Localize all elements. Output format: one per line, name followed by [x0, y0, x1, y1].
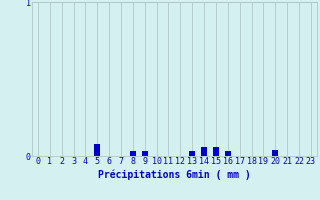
Bar: [272, 150, 278, 156]
Bar: [142, 151, 148, 156]
Bar: [225, 151, 231, 156]
Bar: [189, 151, 195, 156]
Bar: [213, 147, 219, 156]
Bar: [130, 151, 136, 156]
Bar: [94, 144, 100, 156]
Bar: [201, 147, 207, 156]
X-axis label: Précipitations 6min ( mm ): Précipitations 6min ( mm ): [98, 169, 251, 180]
